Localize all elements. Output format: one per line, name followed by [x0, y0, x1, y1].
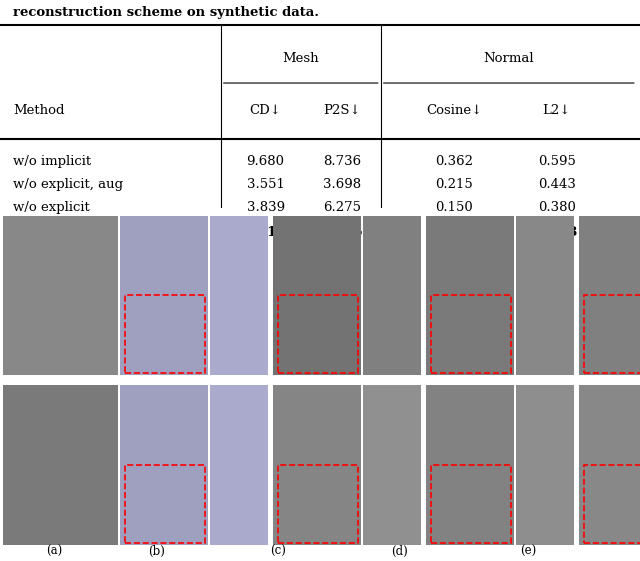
Bar	[426, 385, 514, 545]
Text: CD↓: CD↓	[250, 104, 282, 117]
Bar	[210, 215, 268, 375]
Text: 0.380: 0.380	[538, 201, 576, 214]
Text: (b): (b)	[148, 545, 165, 558]
Bar	[120, 385, 208, 545]
Text: 3.551: 3.551	[246, 178, 285, 191]
Text: Normal: Normal	[483, 52, 534, 65]
Bar	[584, 296, 640, 373]
Text: 2.255: 2.255	[321, 226, 364, 239]
Text: w/o implicit: w/o implicit	[13, 155, 91, 168]
Bar	[278, 465, 358, 543]
Text: w/o explicit, aug: w/o explicit, aug	[13, 178, 123, 191]
Bar	[273, 215, 361, 375]
Bar	[363, 385, 421, 545]
Bar	[431, 296, 511, 373]
Bar	[579, 385, 640, 545]
Bar	[125, 296, 205, 373]
Text: 0.595: 0.595	[538, 155, 576, 168]
Bar	[363, 215, 421, 375]
Bar	[516, 215, 574, 375]
Text: (a): (a)	[46, 545, 63, 558]
Bar	[579, 215, 640, 375]
Text: 9.680: 9.680	[246, 155, 285, 168]
Text: 6.275: 6.275	[323, 201, 362, 214]
Bar	[278, 296, 358, 373]
Bar	[120, 215, 208, 375]
Bar	[426, 215, 514, 375]
Text: 0.134: 0.134	[434, 226, 475, 239]
Text: (c): (c)	[271, 545, 286, 558]
Text: (e): (e)	[520, 545, 536, 558]
Bar	[210, 385, 268, 545]
Text: 0.150: 0.150	[436, 201, 473, 214]
Text: Mesh: Mesh	[282, 52, 319, 65]
Text: 0.215: 0.215	[436, 178, 473, 191]
Bar	[431, 465, 511, 543]
Text: 0.353: 0.353	[536, 226, 577, 239]
Text: P2S↓: P2S↓	[324, 104, 361, 117]
Bar	[125, 465, 205, 543]
Text: Method: Method	[13, 104, 64, 117]
Text: 8.736: 8.736	[323, 155, 362, 168]
Text: 0.443: 0.443	[538, 178, 576, 191]
Text: w/o explicit: w/o explicit	[13, 201, 90, 214]
Text: 1.819: 1.819	[244, 226, 287, 239]
Bar	[3, 215, 118, 375]
Text: (d): (d)	[392, 545, 408, 558]
Text: reconstruction scheme on synthetic data.: reconstruction scheme on synthetic data.	[13, 6, 319, 19]
Bar	[516, 385, 574, 545]
Bar	[584, 465, 640, 543]
Text: Ours: Ours	[13, 226, 48, 239]
Text: 3.839: 3.839	[246, 201, 285, 214]
Text: 0.362: 0.362	[435, 155, 474, 168]
Text: L2↓: L2↓	[543, 104, 571, 117]
Bar	[3, 385, 118, 545]
Text: Cosine↓: Cosine↓	[426, 104, 483, 117]
Text: 3.698: 3.698	[323, 178, 362, 191]
Bar	[273, 385, 361, 545]
